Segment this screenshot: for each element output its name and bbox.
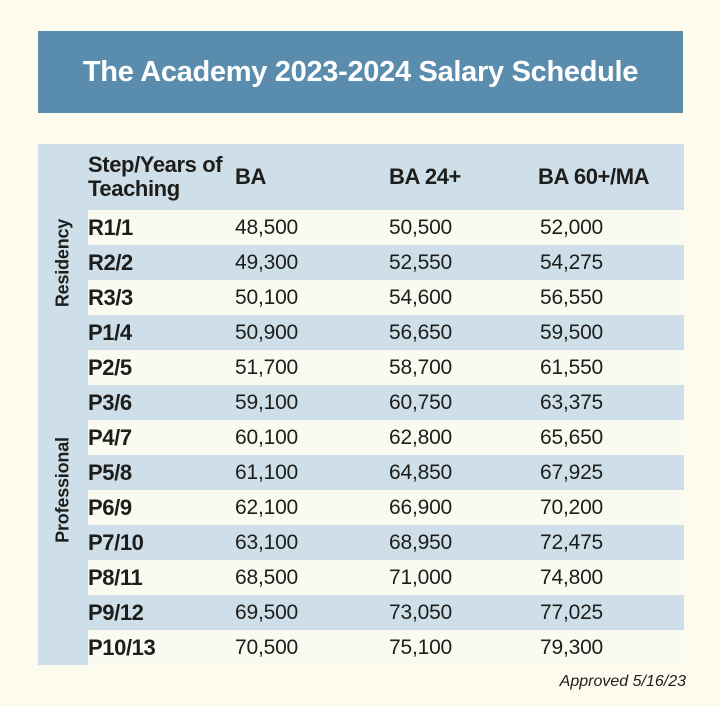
column-header-ba: BA (235, 163, 266, 189)
row-step-label: P10/13 (88, 635, 156, 660)
title-banner: The Academy 2023-2024 Salary Schedule (38, 31, 683, 113)
page-title: The Academy 2023-2024 Salary Schedule (82, 55, 639, 88)
table-row: P4/7 60,100 62,800 65,650 (88, 420, 684, 455)
salary-table: Step/Years of Teaching BA BA 24+ BA 60+/… (38, 144, 684, 665)
approved-note: Approved 5/16/23 (559, 673, 686, 690)
table-row: R2/2 49,300 52,550 54,275 (88, 245, 684, 280)
group-label-residency: Residency (52, 218, 73, 307)
salary-value: 63,100 (235, 531, 299, 554)
column-header-step-years: Step/Years of Teaching (88, 151, 223, 201)
table-row: P9/12 69,500 73,050 77,025 (88, 595, 684, 630)
table-row: P3/6 59,100 60,750 63,375 (88, 385, 684, 420)
salary-value: 69,500 (235, 601, 299, 624)
table-row: P8/11 68,500 71,000 74,800 (88, 560, 684, 595)
salary-value: 71,000 (389, 566, 453, 589)
row-step-label: P2/5 (88, 355, 132, 380)
table-row: P2/5 51,700 58,700 61,550 (88, 350, 684, 385)
salary-value: 61,550 (540, 356, 604, 379)
salary-value: 77,025 (540, 601, 604, 624)
salary-value: 50,500 (389, 216, 453, 239)
salary-value: 73,050 (389, 601, 453, 624)
salary-value: 68,950 (389, 531, 453, 554)
salary-value: 60,100 (235, 426, 299, 449)
row-step-label: R1/1 (88, 215, 133, 240)
salary-value: 48,500 (235, 216, 299, 239)
table-row: R3/3 50,100 54,600 56,550 (88, 280, 684, 315)
salary-value: 72,475 (540, 531, 604, 554)
salary-value: 63,375 (540, 391, 604, 414)
salary-value: 59,500 (540, 321, 604, 344)
salary-value: 61,100 (235, 461, 299, 484)
salary-value: 66,900 (389, 496, 453, 519)
row-step-label: P6/9 (88, 495, 132, 520)
table-row: P6/9 62,100 66,900 70,200 (88, 490, 684, 525)
column-header-ba24: BA 24+ (389, 163, 461, 189)
salary-value: 64,850 (389, 461, 453, 484)
salary-value: 50,900 (235, 321, 299, 344)
row-step-label: R3/3 (88, 285, 133, 310)
salary-value: 75,100 (389, 636, 453, 659)
salary-value: 62,100 (235, 496, 299, 519)
salary-value: 56,650 (389, 321, 453, 344)
row-step-label: P8/11 (88, 565, 143, 590)
salary-value: 59,100 (235, 391, 299, 414)
row-step-label: P3/6 (88, 390, 132, 415)
salary-value: 70,500 (235, 636, 299, 659)
row-step-label: P7/10 (88, 530, 144, 555)
salary-value: 68,500 (235, 566, 299, 589)
table-row: P10/13 70,500 75,100 79,300 (88, 630, 684, 665)
row-step-label: P1/4 (88, 320, 132, 345)
salary-value: 79,300 (540, 636, 604, 659)
salary-value: 50,100 (235, 286, 299, 309)
column-header-ba60-ma: BA 60+/MA (538, 163, 650, 189)
salary-value: 52,550 (389, 251, 453, 274)
salary-value: 56,550 (540, 286, 604, 309)
row-step-label: R2/2 (88, 250, 133, 275)
table-row: P7/10 63,100 68,950 72,475 (88, 525, 684, 560)
salary-value: 58,700 (389, 356, 453, 379)
table-row: R1/1 48,500 50,500 52,000 (88, 210, 684, 245)
salary-value: 70,200 (540, 496, 604, 519)
salary-value: 60,750 (389, 391, 453, 414)
salary-value: 54,600 (389, 286, 453, 309)
row-step-label: P9/12 (88, 600, 144, 625)
row-step-label: P5/8 (88, 460, 132, 485)
salary-value: 67,925 (540, 461, 604, 484)
salary-value: 54,275 (540, 251, 604, 274)
table-row: P1/4 50,900 56,650 59,500 (88, 315, 684, 350)
salary-value: 51,700 (235, 356, 299, 379)
group-label-professional: Professional (52, 437, 73, 543)
table-body: R1/1 48,500 50,500 52,000 R2/2 49,300 52,550 54… (88, 210, 684, 665)
salary-value: 62,800 (389, 426, 453, 449)
salary-value: 49,300 (235, 251, 299, 274)
salary-value: 65,650 (540, 426, 604, 449)
salary-value: 74,800 (540, 566, 604, 589)
table-row: P5/8 61,100 64,850 67,925 (88, 455, 684, 490)
salary-value: 52,000 (540, 216, 604, 239)
row-step-label: P4/7 (88, 425, 132, 450)
